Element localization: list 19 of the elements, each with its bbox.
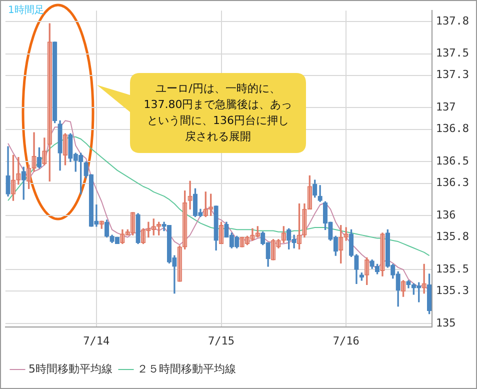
x-tick-label: 7/15: [208, 334, 235, 348]
y-tick-label: 135.3: [436, 284, 470, 298]
y-tick-label: 135: [436, 316, 456, 330]
y-tick-label: 136: [436, 208, 456, 222]
y-tick-label: 136.8: [436, 122, 470, 136]
x-tick-label: 7/16: [332, 334, 360, 348]
y-tick-label: 135.8: [436, 230, 470, 244]
annotation: ユーロ/円は、一時的に、137.80円まで急騰後は、あっという間に、136円台に押し戻される展開: [143, 81, 293, 145]
x-tick-label: 7/14: [83, 334, 110, 348]
y-tick-label: 136.5: [436, 154, 470, 168]
y-tick-label: 137: [436, 100, 456, 114]
legend-label: 5時間移動平均線: [28, 362, 112, 376]
y-tick-label: 137.5: [436, 46, 470, 60]
y-tick-label: 135.5: [436, 262, 470, 276]
legend-label: ２５時間移動平均線: [137, 362, 236, 376]
y-tick-label: 136.3: [436, 176, 470, 190]
y-tick-label: 137.8: [436, 14, 470, 28]
annotation: 1時間足: [8, 4, 44, 17]
y-tick-label: 137.3: [436, 68, 470, 82]
